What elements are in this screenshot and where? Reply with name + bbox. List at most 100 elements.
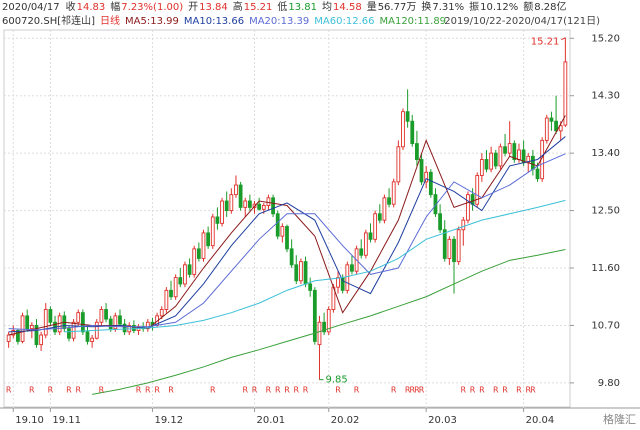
candle-body bbox=[220, 200, 224, 224]
signal-mark: R bbox=[525, 386, 531, 395]
candle-body bbox=[503, 146, 507, 154]
stock-code: 600720.SH bbox=[2, 16, 58, 27]
candle-body bbox=[71, 321, 76, 339]
legend-entry: MA20:13.39 bbox=[249, 16, 310, 27]
candle-body bbox=[280, 226, 285, 237]
candle-body bbox=[322, 321, 327, 333]
candle-body bbox=[243, 200, 248, 208]
quote-item: 高15.21 bbox=[233, 2, 273, 13]
quote-item: 额8.28亿 bbox=[523, 2, 566, 13]
candle-body bbox=[257, 203, 262, 210]
legend-entry: MA60:12.66 bbox=[314, 16, 375, 27]
candle-body bbox=[187, 264, 192, 275]
candle-body bbox=[466, 194, 470, 221]
quote-item: 低13.81 bbox=[277, 2, 317, 13]
candle-body bbox=[34, 324, 39, 346]
period: 日线 bbox=[100, 16, 121, 27]
candle-body bbox=[326, 309, 331, 333]
annotation: 9.85 bbox=[325, 375, 347, 386]
quote-value: 7.31% bbox=[432, 2, 465, 13]
candle-body bbox=[25, 315, 30, 330]
x-tick-label: 19.11 bbox=[52, 415, 81, 426]
signal-mark: R bbox=[414, 386, 420, 395]
signal-mark: R bbox=[493, 386, 499, 395]
signal-mark: R bbox=[335, 386, 341, 395]
quote-value: 14.58 bbox=[333, 2, 362, 13]
quote-value: 7.23%(1.00) bbox=[121, 2, 184, 13]
candle-body bbox=[201, 232, 206, 259]
quote-item: 幅7.23%(1.00) bbox=[110, 2, 183, 13]
signal-mark: R bbox=[210, 386, 216, 395]
candle-body bbox=[113, 315, 118, 330]
date-range: 2019/10/22-2020/04/17(121日) bbox=[444, 16, 600, 27]
x-tick-label: 20.02 bbox=[331, 415, 360, 426]
signal-mark: R bbox=[419, 386, 425, 395]
candle-body bbox=[405, 111, 410, 122]
candle-body bbox=[396, 146, 401, 183]
candle-body bbox=[419, 159, 424, 183]
quote-item: 开13.84 bbox=[188, 2, 228, 13]
legend-entry: MA10:13.66 bbox=[183, 16, 245, 27]
stock-name: [祁连山] bbox=[57, 16, 96, 27]
candle-body bbox=[67, 328, 71, 339]
quote-label: 量 bbox=[366, 2, 377, 13]
candle-body bbox=[238, 184, 243, 208]
candle-body bbox=[452, 238, 456, 263]
signal-mark: R bbox=[66, 386, 72, 395]
signal-mark: R bbox=[479, 386, 485, 395]
x-tick-label: 20.01 bbox=[257, 415, 286, 426]
signal-mark: R bbox=[354, 386, 360, 395]
candle-body bbox=[11, 330, 16, 336]
candle-body bbox=[215, 216, 220, 224]
candle-body bbox=[6, 334, 11, 342]
quote-value: 10.12% bbox=[480, 2, 519, 13]
candle-body bbox=[108, 318, 113, 330]
quote-label: 低 bbox=[277, 2, 288, 13]
candle-body bbox=[368, 232, 373, 240]
quote-label: 换 bbox=[421, 2, 432, 13]
y-tick-label: 9.80 bbox=[598, 378, 620, 389]
candle-body bbox=[48, 309, 53, 323]
candle-body bbox=[456, 229, 461, 263]
candle-body bbox=[475, 175, 480, 205]
candle-body bbox=[20, 315, 25, 342]
plot-frame bbox=[3, 29, 571, 408]
candle-body bbox=[512, 143, 517, 160]
candle-body bbox=[90, 337, 95, 342]
candle-body bbox=[206, 232, 211, 247]
signal-mark: R bbox=[252, 386, 258, 395]
candle-body bbox=[164, 289, 169, 310]
candle-body bbox=[415, 143, 419, 160]
quote-item: 量56.77万 bbox=[367, 2, 417, 13]
candle-body bbox=[359, 248, 364, 256]
signal-mark: R bbox=[516, 386, 522, 395]
x-tick-label: 20.04 bbox=[526, 415, 555, 426]
candle-body bbox=[229, 194, 234, 212]
signal-mark: R bbox=[409, 386, 415, 395]
candle-body bbox=[118, 315, 122, 325]
candle-body bbox=[308, 283, 313, 291]
quote-value: 15.21 bbox=[243, 2, 273, 13]
quote-item: 收14.83 bbox=[66, 2, 106, 13]
candle-body bbox=[169, 289, 173, 298]
candle-body bbox=[373, 213, 378, 240]
candle-body bbox=[498, 146, 503, 167]
candle-body bbox=[563, 61, 568, 126]
candle-body bbox=[261, 205, 266, 210]
candle-body bbox=[16, 330, 20, 342]
signal-mark: R bbox=[303, 386, 309, 395]
signal-mark: R bbox=[405, 386, 411, 395]
quote-value: 14.83 bbox=[76, 2, 106, 13]
candle-body bbox=[535, 168, 540, 180]
candle-body bbox=[271, 197, 275, 215]
ma-line bbox=[92, 249, 566, 395]
candle-body bbox=[99, 309, 104, 323]
legend-entry: MA120:11.89 bbox=[379, 16, 447, 27]
candle-body bbox=[275, 213, 280, 237]
quote-value: 56.77万 bbox=[377, 2, 417, 13]
quote-item: 均14.58 bbox=[322, 2, 362, 13]
candle-body bbox=[178, 277, 183, 285]
y-tick-label: 14.30 bbox=[591, 91, 620, 102]
candle-body bbox=[196, 248, 201, 259]
candle-body bbox=[493, 152, 498, 167]
